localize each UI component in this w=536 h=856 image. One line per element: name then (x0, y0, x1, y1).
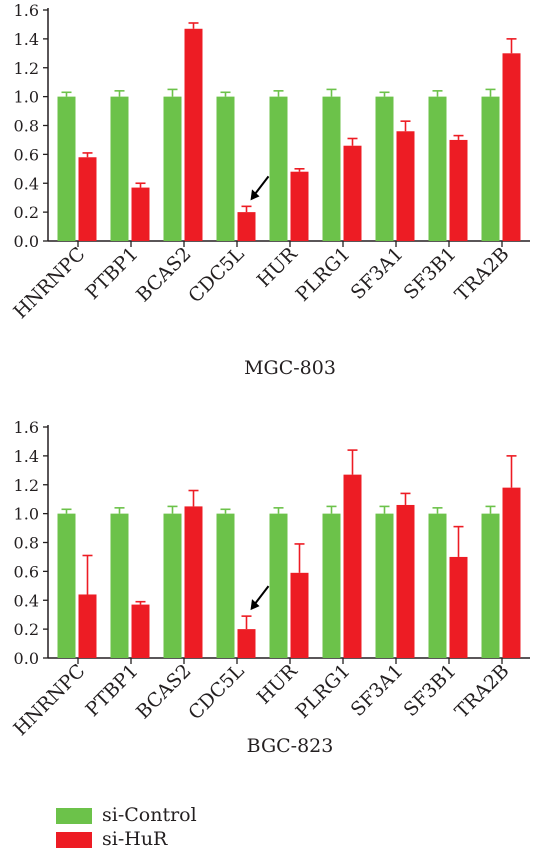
bar-si-control-plrg1 (322, 96, 341, 241)
y-tick-label: 1.6 (14, 1, 39, 20)
bar-si-hur-ptbp1 (131, 187, 150, 241)
bar-si-control-ptbp1 (110, 513, 129, 658)
x-tick-label-hur: HUR (253, 242, 302, 291)
bar-si-hur-plrg1 (343, 474, 362, 658)
y-tick-label: 0.2 (14, 203, 39, 222)
bar-si-hur-sf3b1 (449, 139, 468, 241)
x-tick-label-hnrnpc: HNRNPC (9, 660, 89, 740)
bar-si-control-bcas2 (163, 513, 182, 658)
x-tick-label-bcas2: BCAS2 (132, 243, 195, 306)
y-tick-label: 1.4 (14, 30, 39, 49)
chart-title-bgc-823: BGC-823 (247, 735, 334, 757)
bar-si-control-sf3a1 (375, 96, 394, 241)
bar-si-hur-cdc5l (237, 629, 256, 658)
x-tick-label-hnrnpc: HNRNPC (9, 243, 89, 323)
y-tick-label: 0.2 (14, 620, 39, 639)
y-tick-label: 0.8 (14, 534, 39, 553)
legend-label-si-hur: si-HuR (102, 828, 168, 850)
x-tick-label-sf3a1: SF3A1 (347, 660, 408, 721)
bar-si-control-cdc5l (216, 513, 235, 658)
x-tick-label-plrg1: PLRG1 (292, 243, 355, 306)
bar-si-hur-ptbp1 (131, 604, 150, 658)
bar-si-control-tra2b (481, 96, 500, 241)
chart-panel-bgc-823: 0.0 0.2 0.4 0.6 0.8 1.0 1.2 1.4 1.6 HNRNPCPTBP1BC… (9, 418, 530, 757)
x-tick-label-sf3b1: SF3B1 (399, 660, 460, 721)
y-tick-label: 0.0 (14, 232, 39, 251)
y-tick-label: 1.4 (14, 447, 39, 466)
bar-si-control-hur (269, 96, 288, 241)
bar-si-control-ptbp1 (110, 96, 129, 241)
y-tick-label: 1.0 (14, 88, 39, 107)
y-tick-label: 1.2 (14, 476, 39, 495)
chart-title-mgc-803: MGC-803 (244, 357, 336, 379)
x-tick-label-cdc5l: CDC5L (184, 660, 249, 725)
bar-si-hur-plrg1 (343, 145, 362, 241)
bar-si-control-bcas2 (163, 96, 182, 241)
chart-panel-mgc-803: 0.0 0.2 0.4 0.6 0.8 1.0 1.2 1.4 1.6 HNRNPCPTBP1BC… (9, 1, 530, 379)
legend-label-si-control: si-Control (102, 804, 197, 826)
x-tick-label-tra2b: TRA2B (451, 660, 514, 723)
x-tick-label-tra2b: TRA2B (451, 243, 514, 306)
y-tick-label: 1.2 (14, 59, 39, 78)
bar-si-hur-tra2b (502, 487, 521, 658)
legend-item-si-hur: si-HuR (56, 828, 256, 852)
legend-swatch-si-hur (56, 832, 92, 848)
y-tick-label: 1.6 (14, 418, 39, 437)
bar-si-hur-bcas2 (184, 28, 203, 241)
y-tick-label: 0.4 (14, 174, 39, 193)
y-tick-label: 0.4 (14, 591, 39, 610)
bar-si-hur-hnrnpc (78, 594, 97, 658)
x-tick-label-ptbp1: PTBP1 (82, 660, 143, 721)
bar-si-control-cdc5l (216, 96, 235, 241)
bar-si-control-plrg1 (322, 513, 341, 658)
arrow-head (250, 189, 260, 201)
bar-si-hur-sf3b1 (449, 556, 468, 658)
y-tick-label: 0.6 (14, 562, 39, 581)
x-tick-label-plrg1: PLRG1 (292, 660, 355, 723)
y-tick-label: 0.8 (14, 117, 39, 136)
bar-si-hur-cdc5l (237, 212, 256, 241)
x-tick-label-ptbp1: PTBP1 (82, 243, 143, 304)
arrow-shaft (254, 175, 270, 194)
bar-si-control-tra2b (481, 513, 500, 658)
arrow-head (250, 599, 260, 611)
bar-si-control-hnrnpc (57, 96, 76, 241)
x-tick-label-sf3a1: SF3A1 (347, 243, 408, 304)
arrow-shaft (254, 585, 270, 604)
bar-si-control-hnrnpc (57, 513, 76, 658)
legend-swatch-si-control (56, 808, 92, 824)
x-tick-label-bcas2: BCAS2 (132, 660, 195, 723)
bar-si-hur-hur (290, 171, 309, 241)
bar-si-control-sf3a1 (375, 513, 394, 658)
y-tick-label: 1.0 (14, 505, 39, 524)
bar-si-hur-tra2b (502, 53, 521, 241)
y-tick-label: 0.6 (14, 145, 39, 164)
y-tick-label: 0.0 (14, 649, 39, 668)
bar-si-hur-bcas2 (184, 506, 203, 658)
x-tick-label-cdc5l: CDC5L (184, 243, 249, 308)
bar-si-hur-sf3a1 (396, 131, 415, 241)
bar-si-control-hur (269, 513, 288, 658)
bar-si-hur-hnrnpc (78, 157, 97, 241)
bar-si-hur-sf3a1 (396, 504, 415, 658)
x-tick-label-sf3b1: SF3B1 (399, 243, 460, 304)
bar-si-control-sf3b1 (428, 513, 447, 658)
legend-item-si-control: si-Control (56, 804, 256, 828)
bar-si-control-sf3b1 (428, 96, 447, 241)
bar-si-hur-hur (290, 572, 309, 658)
x-tick-label-hur: HUR (253, 659, 302, 708)
